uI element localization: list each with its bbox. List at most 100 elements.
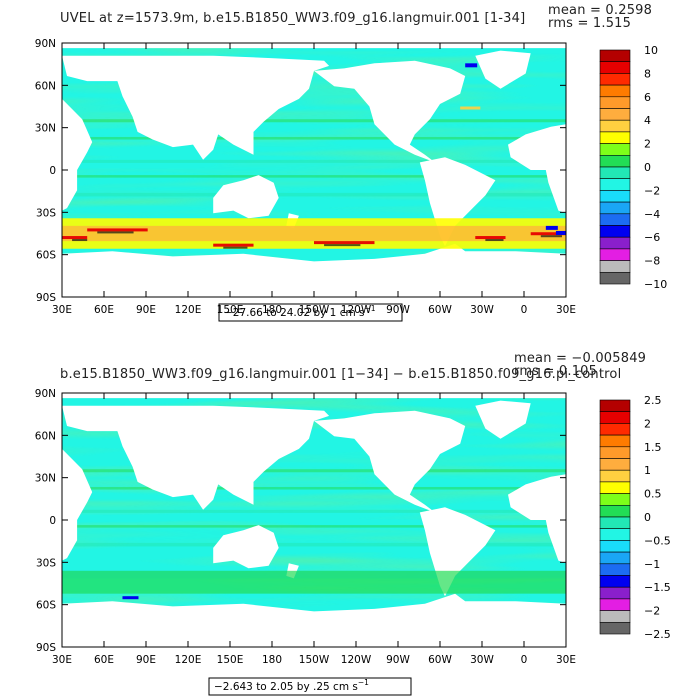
colorbar-label: 2.5 <box>644 394 662 407</box>
lon-tick-label: 120W <box>341 304 372 316</box>
panel-1-colorbar: 2.5 2 1.5 1 0.5 0 −0.5 −1 −1.5 −2 −2.5 <box>599 394 671 641</box>
colorbar-swatch <box>599 458 631 471</box>
colorbar-swatch <box>599 155 631 168</box>
colorbar-swatch <box>599 61 631 74</box>
panel-1-rms: rms = 0.105 <box>514 364 597 379</box>
lon-tick-label: 180 <box>262 304 282 316</box>
colorbar-swatch <box>599 621 631 635</box>
colorbar-label: 0.5 <box>644 488 662 501</box>
colorbar-label: 6 <box>644 91 651 104</box>
land-mass <box>62 243 566 297</box>
panel-0-range-text: −27.66 to 24.02 by 1 cm s−1 <box>224 304 376 319</box>
lat-tick-label: 0 <box>49 515 56 527</box>
colorbar-swatch <box>599 446 631 459</box>
acc-streak-dark <box>324 244 361 247</box>
lat-tick-label: 30N <box>35 123 56 135</box>
lon-tick-label: 150W <box>299 654 330 666</box>
colorbar-swatch <box>599 493 631 506</box>
lon-tick-label: 90E <box>136 654 156 666</box>
land-mass <box>213 525 279 569</box>
acc-streak <box>213 243 254 247</box>
panel-0-rms: rms = 1.515 <box>548 16 631 31</box>
colorbar-label: −2 <box>644 184 660 197</box>
lon-tick-label: 150E <box>217 654 244 666</box>
colorbar-swatch <box>599 434 631 448</box>
colorbar-swatch <box>599 248 631 261</box>
panel-0-field <box>62 43 566 297</box>
lat-tick-label: 60N <box>35 80 56 92</box>
lon-tick-label: 60W <box>428 304 452 316</box>
land-mass <box>62 405 330 510</box>
panel-1-map: b.e15.B1850_WW3.f09_g16.langmuir.001 [1−… <box>35 351 671 696</box>
lat-tick-label: 90S <box>36 292 56 304</box>
colorbar-label: −4 <box>644 208 660 221</box>
colorbar-swatch <box>599 528 631 541</box>
colorbar-swatch <box>599 190 631 203</box>
colorbar-swatch <box>599 575 631 588</box>
land-mass <box>62 448 93 561</box>
colorbar-label: 2 <box>644 417 651 430</box>
colorbar-label: −2.5 <box>644 628 671 641</box>
lon-tick-label: 180 <box>262 654 282 666</box>
colorbar-swatch <box>599 84 631 98</box>
lat-tick-label: 90N <box>35 388 56 400</box>
colorbar-label: −1 <box>644 558 660 571</box>
lon-tick-label: 90E <box>136 304 156 316</box>
ocean-band <box>62 509 566 513</box>
lon-tick-label: 0 <box>521 654 528 666</box>
colorbar-swatch <box>599 551 631 565</box>
colorbar-swatch <box>599 260 631 273</box>
ocean-band <box>62 525 566 528</box>
colorbar-swatch <box>599 119 631 133</box>
colorbar-swatch <box>599 96 631 109</box>
colorbar-swatch <box>599 469 631 483</box>
colorbar-swatch <box>599 49 631 62</box>
land-mass <box>62 55 330 160</box>
colorbar-swatch <box>599 166 631 179</box>
lat-tick-label: 60S <box>36 250 56 262</box>
lon-tick-label: 30E <box>52 304 72 316</box>
lon-tick-label: 30E <box>52 654 72 666</box>
panel-1-mean: mean = −0.005849 <box>514 351 646 366</box>
acc-streak-dark <box>540 235 562 238</box>
colorbar-swatch <box>599 108 631 121</box>
colorbar-swatch <box>599 399 631 412</box>
colorbar-swatch <box>599 586 631 600</box>
colorbar-label: −6 <box>644 231 660 244</box>
colorbar-label: 1.5 <box>644 441 662 454</box>
panel-0-range-box <box>218 303 403 322</box>
acc-streak <box>314 241 375 245</box>
colorbar-label: −0.5 <box>644 534 671 547</box>
panel-1-field <box>62 393 566 647</box>
panel-0-map: UVEL at z=1573.9m, b.e15.B1850_WW3.f09_g… <box>35 3 667 322</box>
colorbar-swatch <box>599 481 631 494</box>
lat-tick-label: 30S <box>36 207 56 219</box>
negative-spot <box>555 230 566 235</box>
land-mass <box>475 50 531 89</box>
land-mass <box>213 175 279 219</box>
ocean-band <box>62 469 566 473</box>
lat-tick-label: 30N <box>35 473 56 485</box>
panel-1-title: b.e15.B1850_WW3.f09_g16.langmuir.001 [1−… <box>60 367 621 382</box>
colorbar-swatch <box>599 411 631 424</box>
lat-tick-label: 90N <box>35 38 56 50</box>
colorbar-swatch <box>599 236 631 250</box>
lat-tick-label: 90S <box>36 642 56 654</box>
colorbar-swatch <box>599 143 631 156</box>
land-mass <box>508 124 566 214</box>
panel-1-range-text: −2.643 to 2.05 by .25 cm s−1 <box>214 678 369 693</box>
colorbar-swatch <box>599 225 631 238</box>
acc-streak <box>475 236 506 240</box>
land-mass <box>314 410 466 513</box>
ocean-band <box>62 136 566 140</box>
colorbar-swatch <box>599 598 631 611</box>
acc-streak <box>530 232 566 236</box>
lon-tick-label: 90W <box>386 654 410 666</box>
land-mass <box>475 400 531 439</box>
lon-tick-label: 0 <box>521 304 528 316</box>
acc-streak-dark <box>97 231 134 234</box>
ocean-band <box>62 542 566 547</box>
acc-streak-dark <box>223 246 248 249</box>
negative-spot <box>545 225 558 230</box>
colorbar-swatch <box>599 516 631 529</box>
